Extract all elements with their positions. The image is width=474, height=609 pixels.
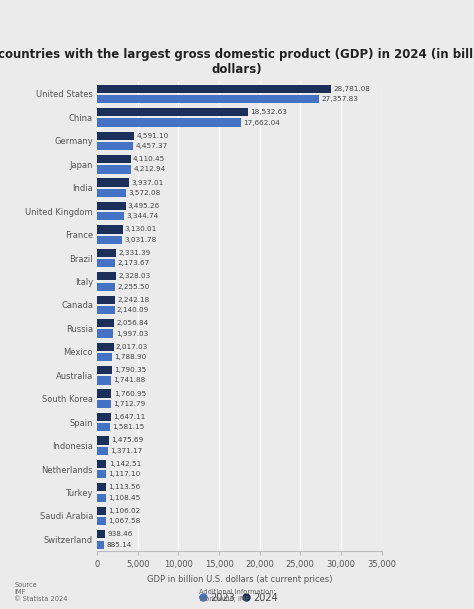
Text: 3,344.74: 3,344.74: [127, 213, 159, 219]
Bar: [97, 189, 126, 197]
Bar: [97, 460, 107, 468]
Text: 1,581.15: 1,581.15: [112, 424, 145, 431]
Bar: [97, 296, 115, 304]
Text: 3,495.26: 3,495.26: [128, 203, 160, 209]
Text: 1,371.17: 1,371.17: [110, 448, 143, 454]
Text: 1,142.51: 1,142.51: [109, 461, 141, 467]
Text: 2,242.18: 2,242.18: [118, 297, 150, 303]
Bar: [97, 353, 112, 361]
Text: 2,056.84: 2,056.84: [116, 320, 148, 326]
Text: 1,117.10: 1,117.10: [109, 471, 141, 477]
Bar: [97, 202, 126, 210]
Bar: [97, 390, 111, 398]
Bar: [97, 507, 106, 515]
Text: 3,572.08: 3,572.08: [128, 190, 161, 196]
Bar: [97, 95, 319, 103]
Text: 4,110.45: 4,110.45: [133, 156, 165, 162]
Text: 1,647.11: 1,647.11: [113, 414, 145, 420]
Bar: [97, 249, 116, 257]
Bar: [97, 142, 133, 150]
Text: 3,937.01: 3,937.01: [131, 180, 164, 186]
Text: 1,788.90: 1,788.90: [114, 354, 146, 360]
Legend: 2023, 2024: 2023, 2024: [197, 589, 282, 607]
Bar: [97, 437, 109, 445]
Text: 938.46: 938.46: [107, 531, 132, 537]
Bar: [97, 108, 248, 116]
Text: Additional Information:
Worldwide; IMF: Additional Information: Worldwide; IMF: [199, 589, 276, 602]
Bar: [97, 225, 123, 233]
Text: 885.14: 885.14: [107, 541, 132, 547]
Bar: [97, 447, 109, 455]
Text: 1,741.88: 1,741.88: [114, 378, 146, 384]
Text: 2,328.03: 2,328.03: [118, 273, 151, 280]
Bar: [97, 329, 113, 337]
Bar: [97, 470, 106, 478]
Bar: [97, 119, 241, 127]
Text: 1,760.95: 1,760.95: [114, 390, 146, 396]
Text: 1,067.58: 1,067.58: [108, 518, 140, 524]
Text: 4,457.37: 4,457.37: [136, 143, 168, 149]
Text: 1,475.69: 1,475.69: [111, 437, 144, 443]
Text: 1,108.45: 1,108.45: [109, 495, 141, 501]
Text: The 20 countries with the largest gross domestic product (GDP) in 2024 (in billi: The 20 countries with the largest gross …: [0, 48, 474, 76]
Bar: [97, 85, 331, 93]
Text: 2,255.50: 2,255.50: [118, 284, 150, 290]
Bar: [97, 366, 112, 374]
Bar: [97, 423, 110, 431]
Bar: [97, 155, 130, 163]
Text: 1,106.02: 1,106.02: [109, 508, 141, 514]
Text: 28,781.08: 28,781.08: [333, 86, 370, 92]
Bar: [97, 178, 129, 186]
Text: 1,113.56: 1,113.56: [109, 484, 141, 490]
Bar: [97, 132, 135, 139]
Bar: [97, 494, 106, 502]
Text: 2,173.67: 2,173.67: [117, 260, 149, 266]
Text: 2,331.39: 2,331.39: [118, 250, 151, 256]
Text: 2,017.03: 2,017.03: [116, 343, 148, 350]
Bar: [97, 400, 111, 408]
Bar: [97, 376, 111, 384]
Bar: [97, 306, 115, 314]
Bar: [97, 413, 110, 421]
Bar: [97, 319, 114, 327]
Bar: [97, 283, 116, 290]
Bar: [97, 530, 105, 538]
Text: 4,212.94: 4,212.94: [134, 166, 166, 172]
Text: 3,031.78: 3,031.78: [124, 237, 156, 243]
Text: 1,712.79: 1,712.79: [113, 401, 146, 407]
Text: 1,790.35: 1,790.35: [114, 367, 146, 373]
Text: Source
IMF
© Statista 2024: Source IMF © Statista 2024: [14, 582, 68, 602]
Text: 4,591.10: 4,591.10: [137, 133, 169, 139]
Bar: [97, 272, 116, 280]
Text: 1,997.03: 1,997.03: [116, 331, 148, 337]
Text: 17,662.04: 17,662.04: [243, 119, 280, 125]
Bar: [97, 541, 104, 549]
Text: 3,130.01: 3,130.01: [125, 227, 157, 233]
Bar: [97, 166, 131, 174]
Bar: [97, 236, 122, 244]
Bar: [97, 343, 114, 351]
Text: 27,357.83: 27,357.83: [322, 96, 359, 102]
X-axis label: GDP in billion U.S. dollars (at current prices): GDP in billion U.S. dollars (at current …: [146, 575, 332, 584]
Text: 18,532.63: 18,532.63: [250, 109, 287, 115]
Bar: [97, 517, 106, 525]
Bar: [97, 259, 115, 267]
Bar: [97, 484, 106, 491]
Bar: [97, 213, 124, 220]
Text: 2,140.09: 2,140.09: [117, 307, 149, 313]
